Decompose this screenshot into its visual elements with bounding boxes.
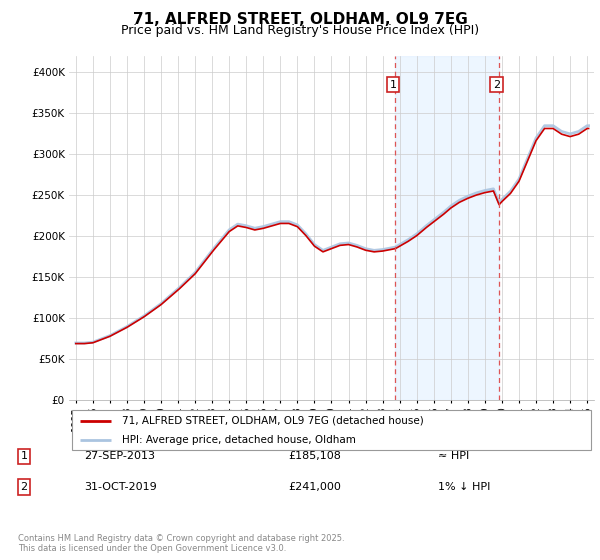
Text: 2: 2	[20, 482, 28, 492]
Text: 71, ALFRED STREET, OLDHAM, OL9 7EG (detached house): 71, ALFRED STREET, OLDHAM, OL9 7EG (deta…	[121, 416, 423, 426]
Text: 1% ↓ HPI: 1% ↓ HPI	[438, 482, 490, 492]
Bar	[395, 56, 499, 400]
Text: 27-SEP-2013: 27-SEP-2013	[84, 451, 155, 461]
Text: 71, ALFRED STREET, OLDHAM, OL9 7EG: 71, ALFRED STREET, OLDHAM, OL9 7EG	[133, 12, 467, 27]
Text: 2: 2	[493, 80, 500, 90]
Text: Price paid vs. HM Land Registry's House Price Index (HPI): Price paid vs. HM Land Registry's House …	[121, 24, 479, 36]
Text: HPI: Average price, detached house, Oldham: HPI: Average price, detached house, Oldh…	[121, 435, 355, 445]
Text: 1: 1	[389, 80, 397, 90]
FancyBboxPatch shape	[71, 410, 592, 450]
Text: 1: 1	[20, 451, 28, 461]
Text: £241,000: £241,000	[288, 482, 341, 492]
Text: Contains HM Land Registry data © Crown copyright and database right 2025.
This d: Contains HM Land Registry data © Crown c…	[18, 534, 344, 553]
Text: ≈ HPI: ≈ HPI	[438, 451, 469, 461]
Text: 31-OCT-2019: 31-OCT-2019	[84, 482, 157, 492]
Text: £185,108: £185,108	[288, 451, 341, 461]
